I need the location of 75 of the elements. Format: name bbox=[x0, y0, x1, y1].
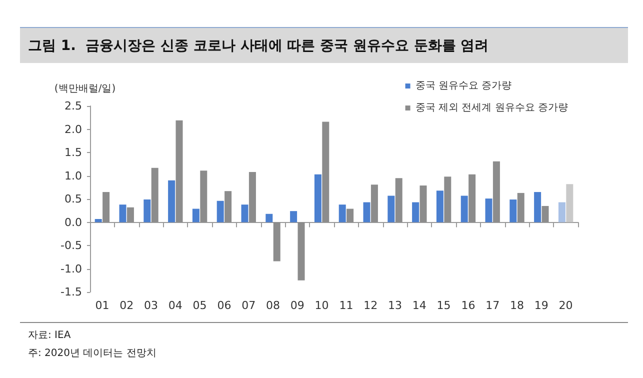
x-tick-label: 09 bbox=[290, 299, 304, 312]
bar bbox=[468, 174, 476, 222]
bar bbox=[395, 178, 402, 222]
bar bbox=[420, 186, 427, 222]
bar bbox=[460, 196, 468, 222]
y-tick-label: 1.5 bbox=[64, 146, 82, 159]
bar bbox=[370, 184, 378, 222]
y-tick-label: 2.5 bbox=[64, 100, 82, 112]
x-tick-label: 17 bbox=[486, 299, 500, 312]
bar bbox=[216, 200, 224, 222]
bar bbox=[290, 211, 298, 222]
bar bbox=[363, 202, 370, 222]
text: 자료: IEA bbox=[28, 329, 72, 343]
bar bbox=[566, 184, 574, 222]
bar bbox=[517, 192, 524, 222]
x-tick-label: 01 bbox=[95, 299, 110, 312]
bar bbox=[388, 196, 395, 222]
bar bbox=[444, 176, 452, 222]
bar bbox=[436, 190, 444, 222]
x-tick-label: 05 bbox=[192, 299, 207, 312]
bar bbox=[338, 204, 346, 222]
bar bbox=[510, 199, 517, 222]
bar bbox=[412, 202, 420, 222]
x-tick-label: 19 bbox=[534, 299, 548, 312]
x-tick-label: 14 bbox=[412, 299, 426, 312]
x-tick-label: 16 bbox=[461, 299, 476, 312]
legend-label: 중국 제외 전세계 원유수요 증가량 bbox=[415, 102, 568, 114]
y-tick-label: 0.5 bbox=[64, 192, 82, 206]
y-tick-label: -0.5 bbox=[60, 239, 82, 252]
bar bbox=[168, 180, 176, 222]
bar bbox=[485, 198, 492, 222]
bar bbox=[314, 174, 322, 222]
bar bbox=[322, 122, 330, 222]
x-tick-label: 06 bbox=[217, 299, 232, 312]
y-tick-label: 0.0 bbox=[64, 216, 82, 229]
bar bbox=[273, 222, 280, 262]
bar bbox=[200, 170, 208, 222]
bar bbox=[241, 204, 248, 222]
bar bbox=[266, 214, 273, 222]
text: 주: 2020년 데이터는 전망치 bbox=[28, 347, 156, 361]
bar bbox=[151, 168, 158, 222]
bar bbox=[346, 208, 354, 222]
x-tick-label: 18 bbox=[510, 299, 524, 312]
bar bbox=[558, 202, 566, 222]
x-tick-label: 20 bbox=[558, 299, 573, 312]
x-tick-label: 12 bbox=[364, 299, 378, 312]
bar bbox=[144, 199, 151, 222]
x-tick-label: 15 bbox=[436, 299, 451, 312]
y-tick-label: 2.0 bbox=[64, 122, 82, 136]
bar bbox=[224, 191, 232, 222]
bar bbox=[126, 207, 134, 222]
x-tick-label: 11 bbox=[339, 299, 354, 312]
x-tick-label: 08 bbox=[266, 299, 280, 312]
bar bbox=[492, 161, 500, 222]
bar bbox=[176, 120, 183, 222]
x-tick-label: 04 bbox=[168, 299, 182, 312]
y-axis-title: (백만배럴/일) bbox=[54, 84, 116, 94]
bar bbox=[248, 172, 256, 222]
bar bbox=[119, 204, 126, 222]
chart-title: 그림 1. 금융시장은 신종 코로나 사태에 따른 중국 원유수요 둔화를 염려 bbox=[28, 36, 489, 54]
y-tick-label: -1.5 bbox=[60, 286, 82, 298]
x-tick-label: 13 bbox=[388, 299, 402, 312]
y-tick-label: -1.0 bbox=[60, 262, 82, 276]
bar bbox=[94, 218, 102, 222]
y-tick-label: 1.0 bbox=[64, 169, 82, 182]
x-tick-label: 10 bbox=[314, 299, 329, 312]
bar bbox=[298, 222, 305, 280]
x-tick-label: 07 bbox=[242, 299, 256, 312]
x-tick-label: 03 bbox=[144, 299, 158, 312]
bar bbox=[102, 192, 110, 222]
legend-label: 중국 원유수요 증가량 bbox=[415, 80, 512, 92]
bar bbox=[542, 206, 549, 222]
bar bbox=[192, 208, 200, 222]
bar bbox=[534, 192, 542, 222]
x-tick-label: 02 bbox=[120, 299, 134, 312]
